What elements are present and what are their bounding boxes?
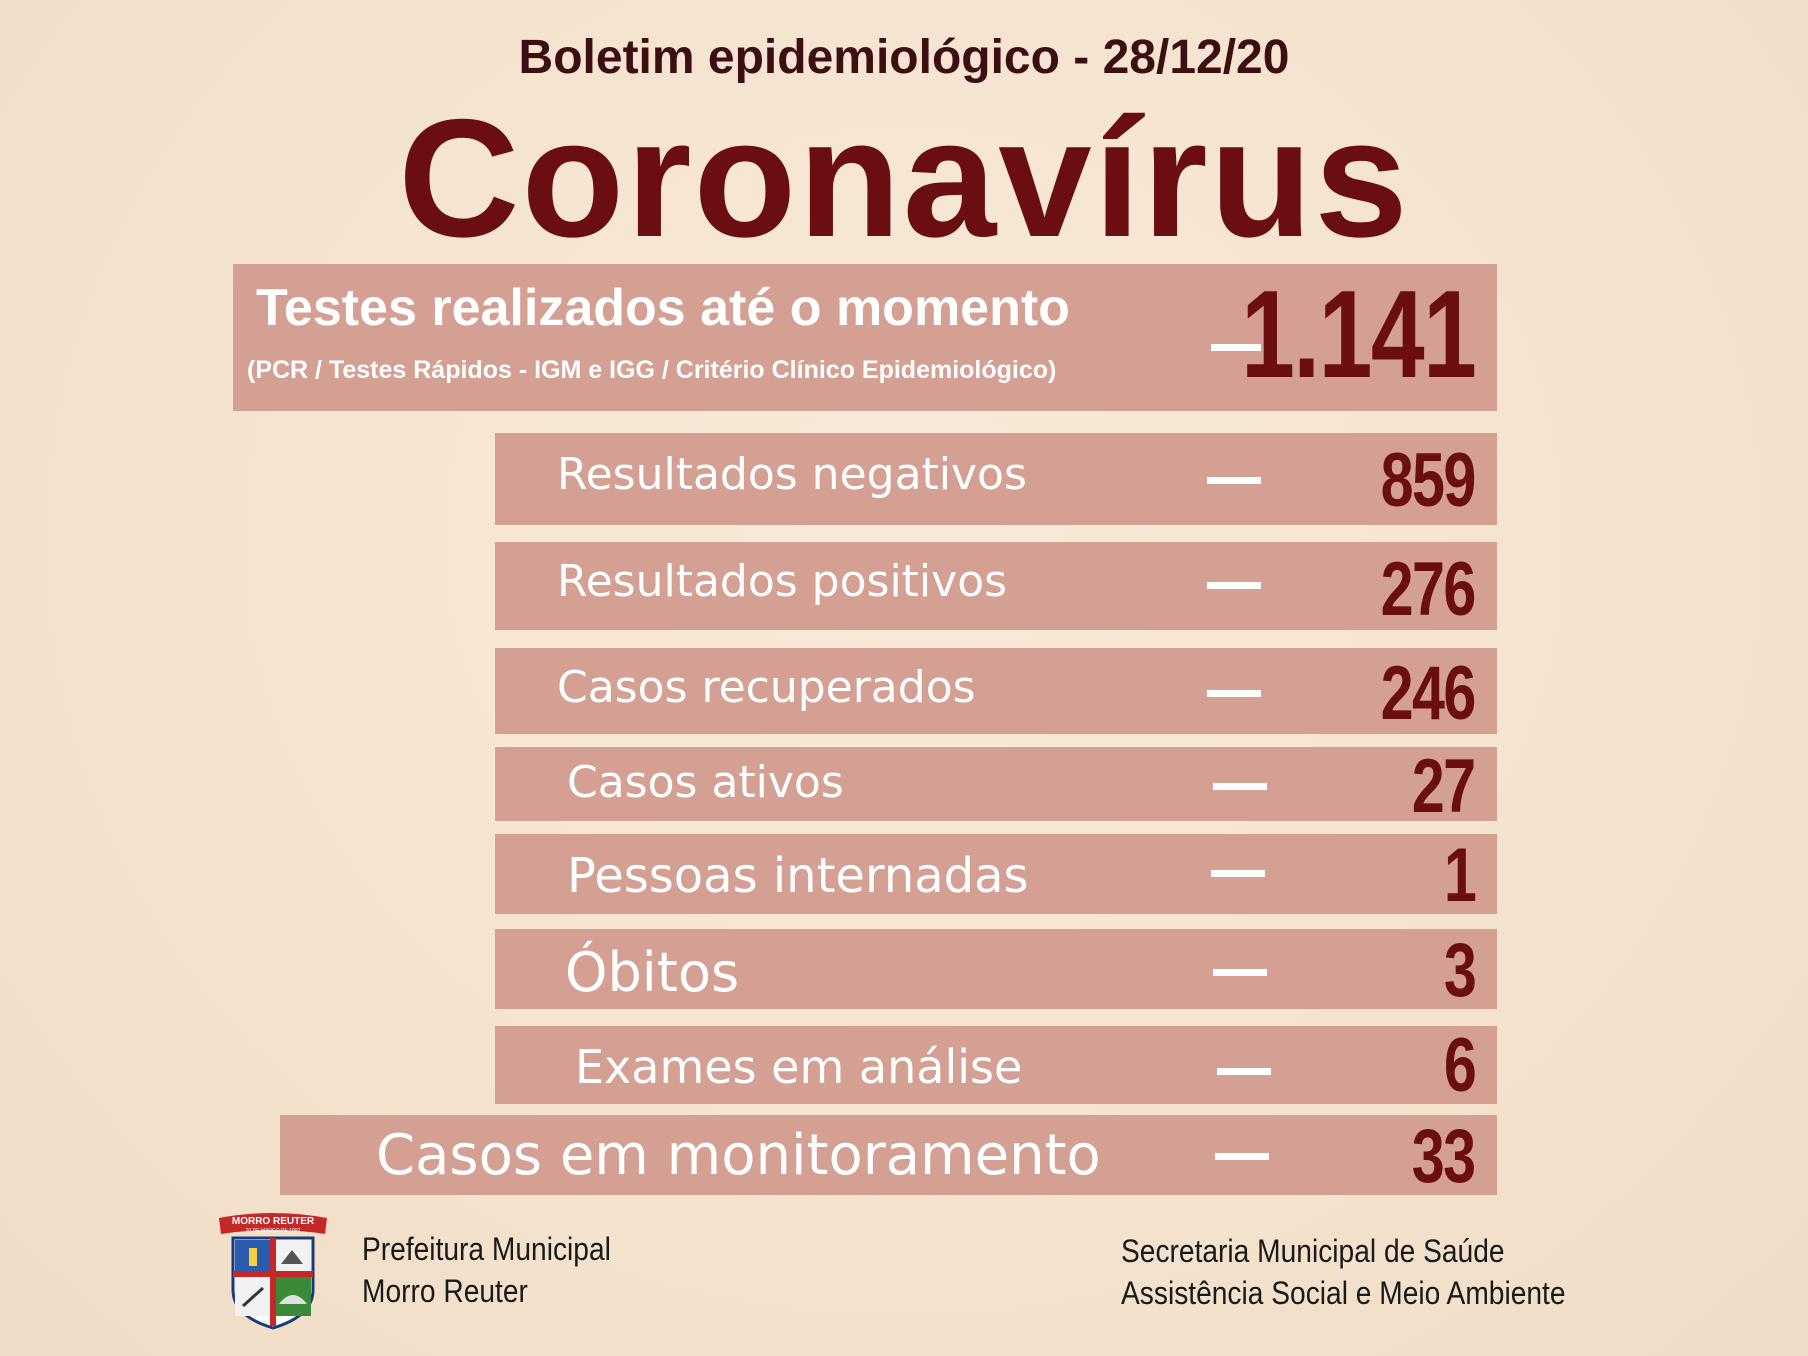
stat-label: Casos ativos — [567, 757, 844, 808]
dash-separator — [1207, 690, 1261, 697]
crest-bottle-figure — [249, 1248, 257, 1266]
stat-value: 276 — [1380, 547, 1477, 632]
stat-row-active-cases: Casos ativos 27 — [495, 744, 1497, 829]
footer-municipality: Prefeitura Municipal Morro Reuter — [362, 1228, 611, 1312]
stat-row-deaths: Óbitos 3 — [495, 928, 1497, 1013]
dash-separator — [1213, 783, 1267, 790]
footer-left-line1: Prefeitura Municipal — [362, 1231, 611, 1267]
stat-value: 859 — [1380, 438, 1477, 523]
stat-row-hospitalized: Pessoas internadas 1 — [495, 833, 1497, 918]
crest-banner-date: 20 DE MARÇO DE 1992 — [246, 1228, 301, 1234]
footer-left-line2: Morro Reuter — [362, 1273, 528, 1309]
crest-house-figure — [279, 1295, 307, 1304]
stat-value: 33 — [1412, 1114, 1476, 1199]
stat-label: Óbitos — [565, 941, 740, 1004]
dash-separator — [1211, 344, 1261, 351]
footer-secretariat: Secretaria Municipal de Saúde Assistênci… — [1121, 1230, 1566, 1314]
stat-value: 246 — [1380, 651, 1477, 736]
main-title: Coronavírus — [398, 84, 1410, 272]
dash-separator — [1217, 1068, 1271, 1075]
stat-label: Casos recuperados — [557, 662, 976, 713]
stat-value: 27 — [1412, 744, 1476, 829]
stat-row-exams-under-analysis: Exames em análise 6 — [495, 1023, 1497, 1108]
tests-total-sublabel: (PCR / Testes Rápidos - IGM e IGG / Crit… — [247, 356, 1057, 384]
footer-right-line1: Secretaria Municipal de Saúde — [1121, 1233, 1505, 1269]
stat-value: 6 — [1443, 1023, 1477, 1108]
footer-right-line2: Assistência Social e Meio Ambiente — [1121, 1275, 1566, 1311]
stat-label: Casos em monitoramento — [376, 1123, 1101, 1188]
dash-separator — [1211, 870, 1265, 877]
stat-label: Resultados negativos — [557, 449, 1027, 500]
dash-separator — [1213, 969, 1267, 976]
stat-value: 3 — [1443, 928, 1477, 1013]
stat-row-monitoring-cases: Casos em monitoramento 33 — [280, 1114, 1497, 1199]
stat-row-positive-results: Resultados positivos 276 — [495, 542, 1497, 632]
stat-label: Pessoas internadas — [567, 848, 1029, 904]
stat-label: Exames em análise — [575, 1040, 1023, 1094]
tests-total-value: 1.141 — [1240, 266, 1477, 404]
tests-total-label: Testes realizados até o momento — [256, 279, 1070, 337]
crest-book-figure — [281, 1250, 303, 1264]
stat-row-negative-results: Resultados negativos 859 — [495, 433, 1497, 525]
dash-separator — [1215, 1153, 1269, 1160]
stat-label: Resultados positivos — [557, 556, 1008, 607]
dash-separator — [1207, 477, 1261, 484]
stat-row-recovered-cases: Casos recuperados 246 — [495, 648, 1497, 736]
dash-separator — [1207, 582, 1261, 589]
tests-total-bar: Testes realizados até o momento (PCR / T… — [233, 264, 1497, 411]
bulletin-date-heading: Boletim epidemiológico - 28/12/20 — [518, 31, 1290, 84]
crest-tool-figure — [241, 1286, 265, 1308]
stat-value: 1 — [1443, 833, 1477, 918]
crest-cross-vertical — [270, 1238, 276, 1326]
crest-banner-text: MORRO REUTER — [232, 1216, 315, 1227]
municipal-crest-icon: MORRO REUTER 20 DE MARÇO DE 1992 — [219, 1213, 327, 1330]
crest-cross-horizontal — [233, 1271, 313, 1277]
crest-banner-ribbon — [219, 1213, 327, 1234]
